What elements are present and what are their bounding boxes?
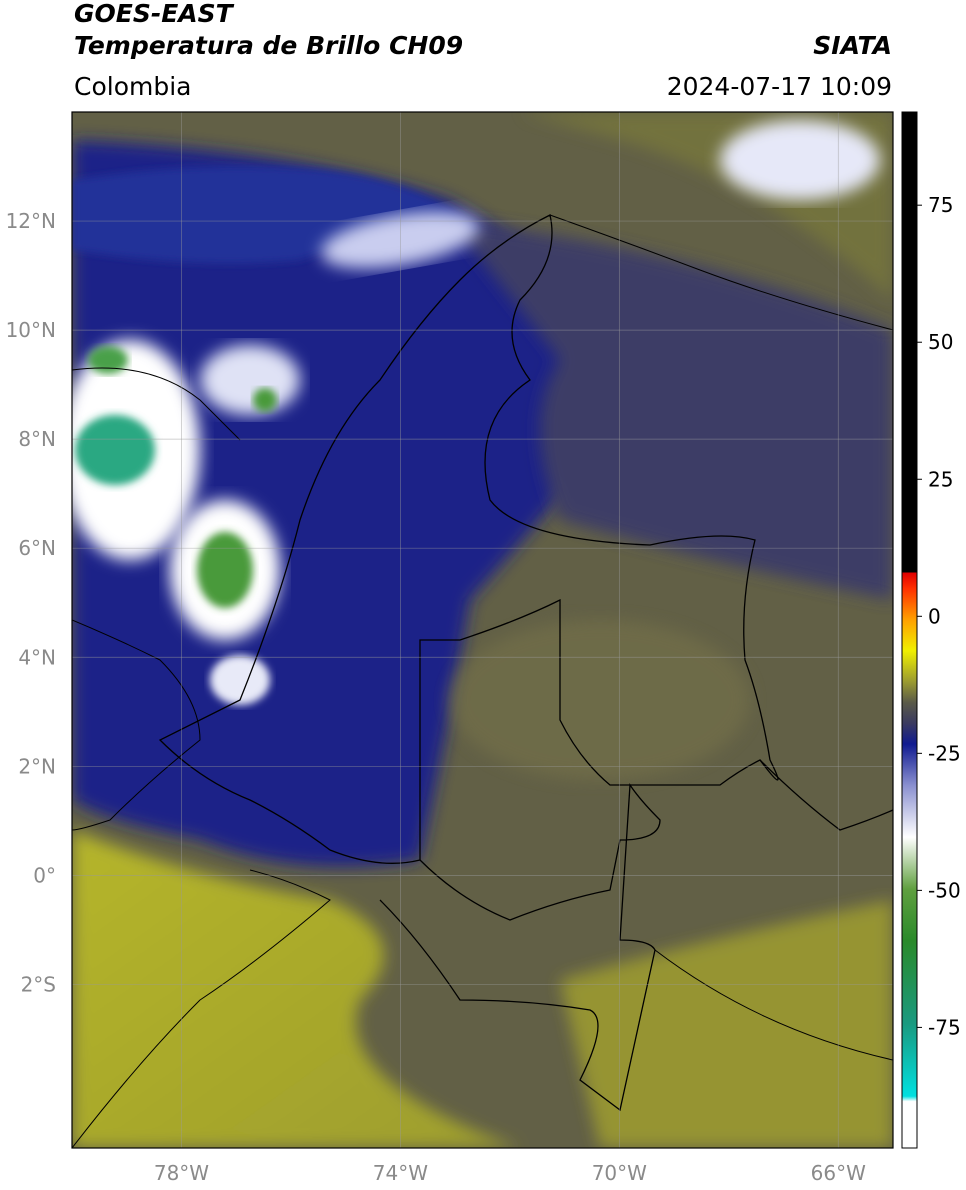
borders bbox=[72, 214, 893, 1148]
graticule bbox=[72, 112, 893, 1148]
map-frame bbox=[71, 111, 894, 1149]
colorbar-tick-label: 75 bbox=[928, 193, 953, 217]
agency: SIATA bbox=[813, 31, 892, 60]
colorbar-tick-label: 50 bbox=[928, 330, 953, 354]
colorbar-tick-label: -50 bbox=[928, 878, 961, 902]
x-tick-label: 70°W bbox=[592, 1161, 647, 1185]
colorbar-tick-label: 0 bbox=[928, 604, 941, 628]
x-tick-label: 78°W bbox=[154, 1161, 209, 1185]
product-title: Temperatura de Brillo CH09 bbox=[74, 31, 463, 60]
y-tick-label: 6°N bbox=[18, 536, 56, 560]
datetime: 2024-07-17 10:09 bbox=[667, 72, 892, 101]
y-tick-label: 4°N bbox=[18, 645, 56, 669]
y-tick-label: 2°S bbox=[21, 972, 56, 996]
y-tick-label: 8°N bbox=[18, 427, 56, 451]
y-tick-label: 12°N bbox=[6, 209, 56, 233]
colorbar-tick-label: -25 bbox=[928, 741, 961, 765]
colorbar-tick-label: -75 bbox=[928, 1015, 961, 1039]
x-tick-label: 66°W bbox=[811, 1161, 866, 1185]
y-tick-label: 10°N bbox=[6, 318, 56, 342]
x-tick-label: 74°W bbox=[373, 1161, 428, 1185]
region: Colombia bbox=[74, 72, 191, 101]
colorbar bbox=[901, 111, 918, 1149]
satellite-image bbox=[72, 112, 893, 1148]
y-tick-label: 0° bbox=[33, 863, 56, 887]
satellite-title: GOES-EAST bbox=[74, 0, 235, 28]
colorbar-tick-label: 25 bbox=[928, 467, 953, 491]
y-tick-label: 2°N bbox=[18, 754, 56, 778]
